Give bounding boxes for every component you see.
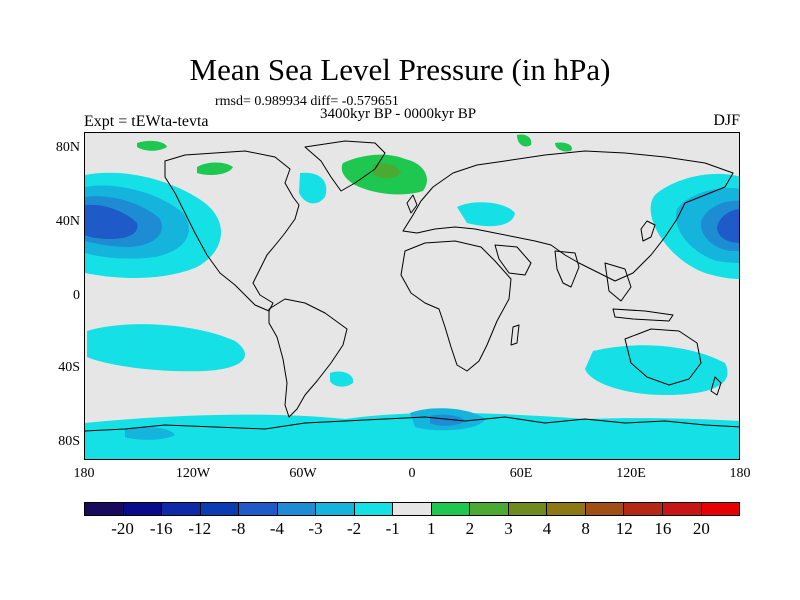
colorbar-swatch xyxy=(85,503,124,515)
colorbar-label: 2 xyxy=(465,519,475,538)
colorbar-swatch xyxy=(585,503,625,515)
colorbar-label: -12 xyxy=(188,519,212,538)
chart-title: Mean Sea Level Pressure (in hPa) xyxy=(189,52,611,87)
southeast-asia-coast xyxy=(604,262,632,302)
colorbar-swatch xyxy=(508,503,548,515)
colorbar-swatch xyxy=(662,503,702,515)
greenland-coast xyxy=(304,140,386,192)
colorbar-label: 4 xyxy=(542,519,552,538)
colorbar-label: -1 xyxy=(385,519,400,538)
eurasia-coast xyxy=(402,150,734,282)
experiment-label: Expt = tEWta-tevta xyxy=(84,113,209,130)
x-tick-label: 60W xyxy=(289,466,317,481)
colorbar-swatch xyxy=(200,503,240,515)
y-tick-label: 80S xyxy=(58,434,80,449)
colorbar-label: 16 xyxy=(654,519,672,538)
japan-coast xyxy=(640,220,656,242)
colorbar-swatch xyxy=(277,503,317,515)
y-tick-label: 0 xyxy=(73,288,80,303)
anomaly-level-minus8 xyxy=(85,204,739,243)
uk-coast xyxy=(406,194,418,214)
map-canvas xyxy=(85,133,739,459)
new-zealand-coast xyxy=(710,376,722,396)
x-tick-label: 0 xyxy=(408,466,416,481)
x-tick-label: 180 xyxy=(729,466,751,481)
south-america-coast xyxy=(268,298,348,418)
colorbar-swatch xyxy=(393,503,432,515)
y-tick-label: 80N xyxy=(55,140,80,155)
colorbar-swatch xyxy=(354,503,394,515)
anomaly-level-plus3 xyxy=(373,163,401,179)
north-america-coast xyxy=(164,150,300,312)
colorbar-label: 1 xyxy=(427,519,436,538)
season-label: DJF xyxy=(713,112,740,129)
pressure-anomaly-map xyxy=(84,132,740,460)
colorbar-swatch xyxy=(239,503,278,515)
colorbar-label: 12 xyxy=(615,519,633,538)
x-tick-label: 60E xyxy=(509,466,533,481)
madagascar-coast xyxy=(510,324,520,346)
x-tick-label: 120E xyxy=(616,466,646,481)
antarctica-coast xyxy=(85,416,739,432)
colorbar-swatch xyxy=(470,503,509,515)
coastlines xyxy=(85,140,739,432)
y-tick-label: 40S xyxy=(58,360,80,375)
x-tick-label: 120W xyxy=(175,466,211,481)
period-subtitle: 3400kyr BP - 0000kyr BP xyxy=(320,106,477,122)
india-coast xyxy=(554,250,580,288)
australia-coast xyxy=(624,328,702,386)
colorbar-label: -8 xyxy=(231,519,246,538)
colorbar-swatch xyxy=(701,503,740,515)
x-tick-label: 180 xyxy=(73,466,95,481)
colorbar-swatch xyxy=(624,503,663,515)
arabia-coast xyxy=(494,244,532,276)
colorbar-swatch xyxy=(162,503,201,515)
colorbar-label: 3 xyxy=(504,519,513,538)
colorbar-label: -4 xyxy=(269,519,285,538)
colorbar-swatch xyxy=(316,503,355,515)
africa-coast xyxy=(400,240,512,372)
rmsd-diff-stats: rmsd= 0.989934 diff= -0.579651 xyxy=(215,94,399,109)
colorbar-label: -16 xyxy=(149,519,173,538)
colorbar xyxy=(84,502,740,516)
colorbar-label: -3 xyxy=(308,519,323,538)
colorbar-swatch xyxy=(123,503,163,515)
y-tick-label: 40N xyxy=(55,214,80,229)
colorbar-label: 8 xyxy=(581,519,590,538)
colorbar-label: -20 xyxy=(111,519,134,538)
colorbar-label: -2 xyxy=(347,519,362,538)
colorbar-label: 20 xyxy=(692,519,710,538)
indonesia-coast xyxy=(612,308,674,322)
colorbar-swatch xyxy=(547,503,586,515)
colorbar-swatch xyxy=(431,503,471,515)
